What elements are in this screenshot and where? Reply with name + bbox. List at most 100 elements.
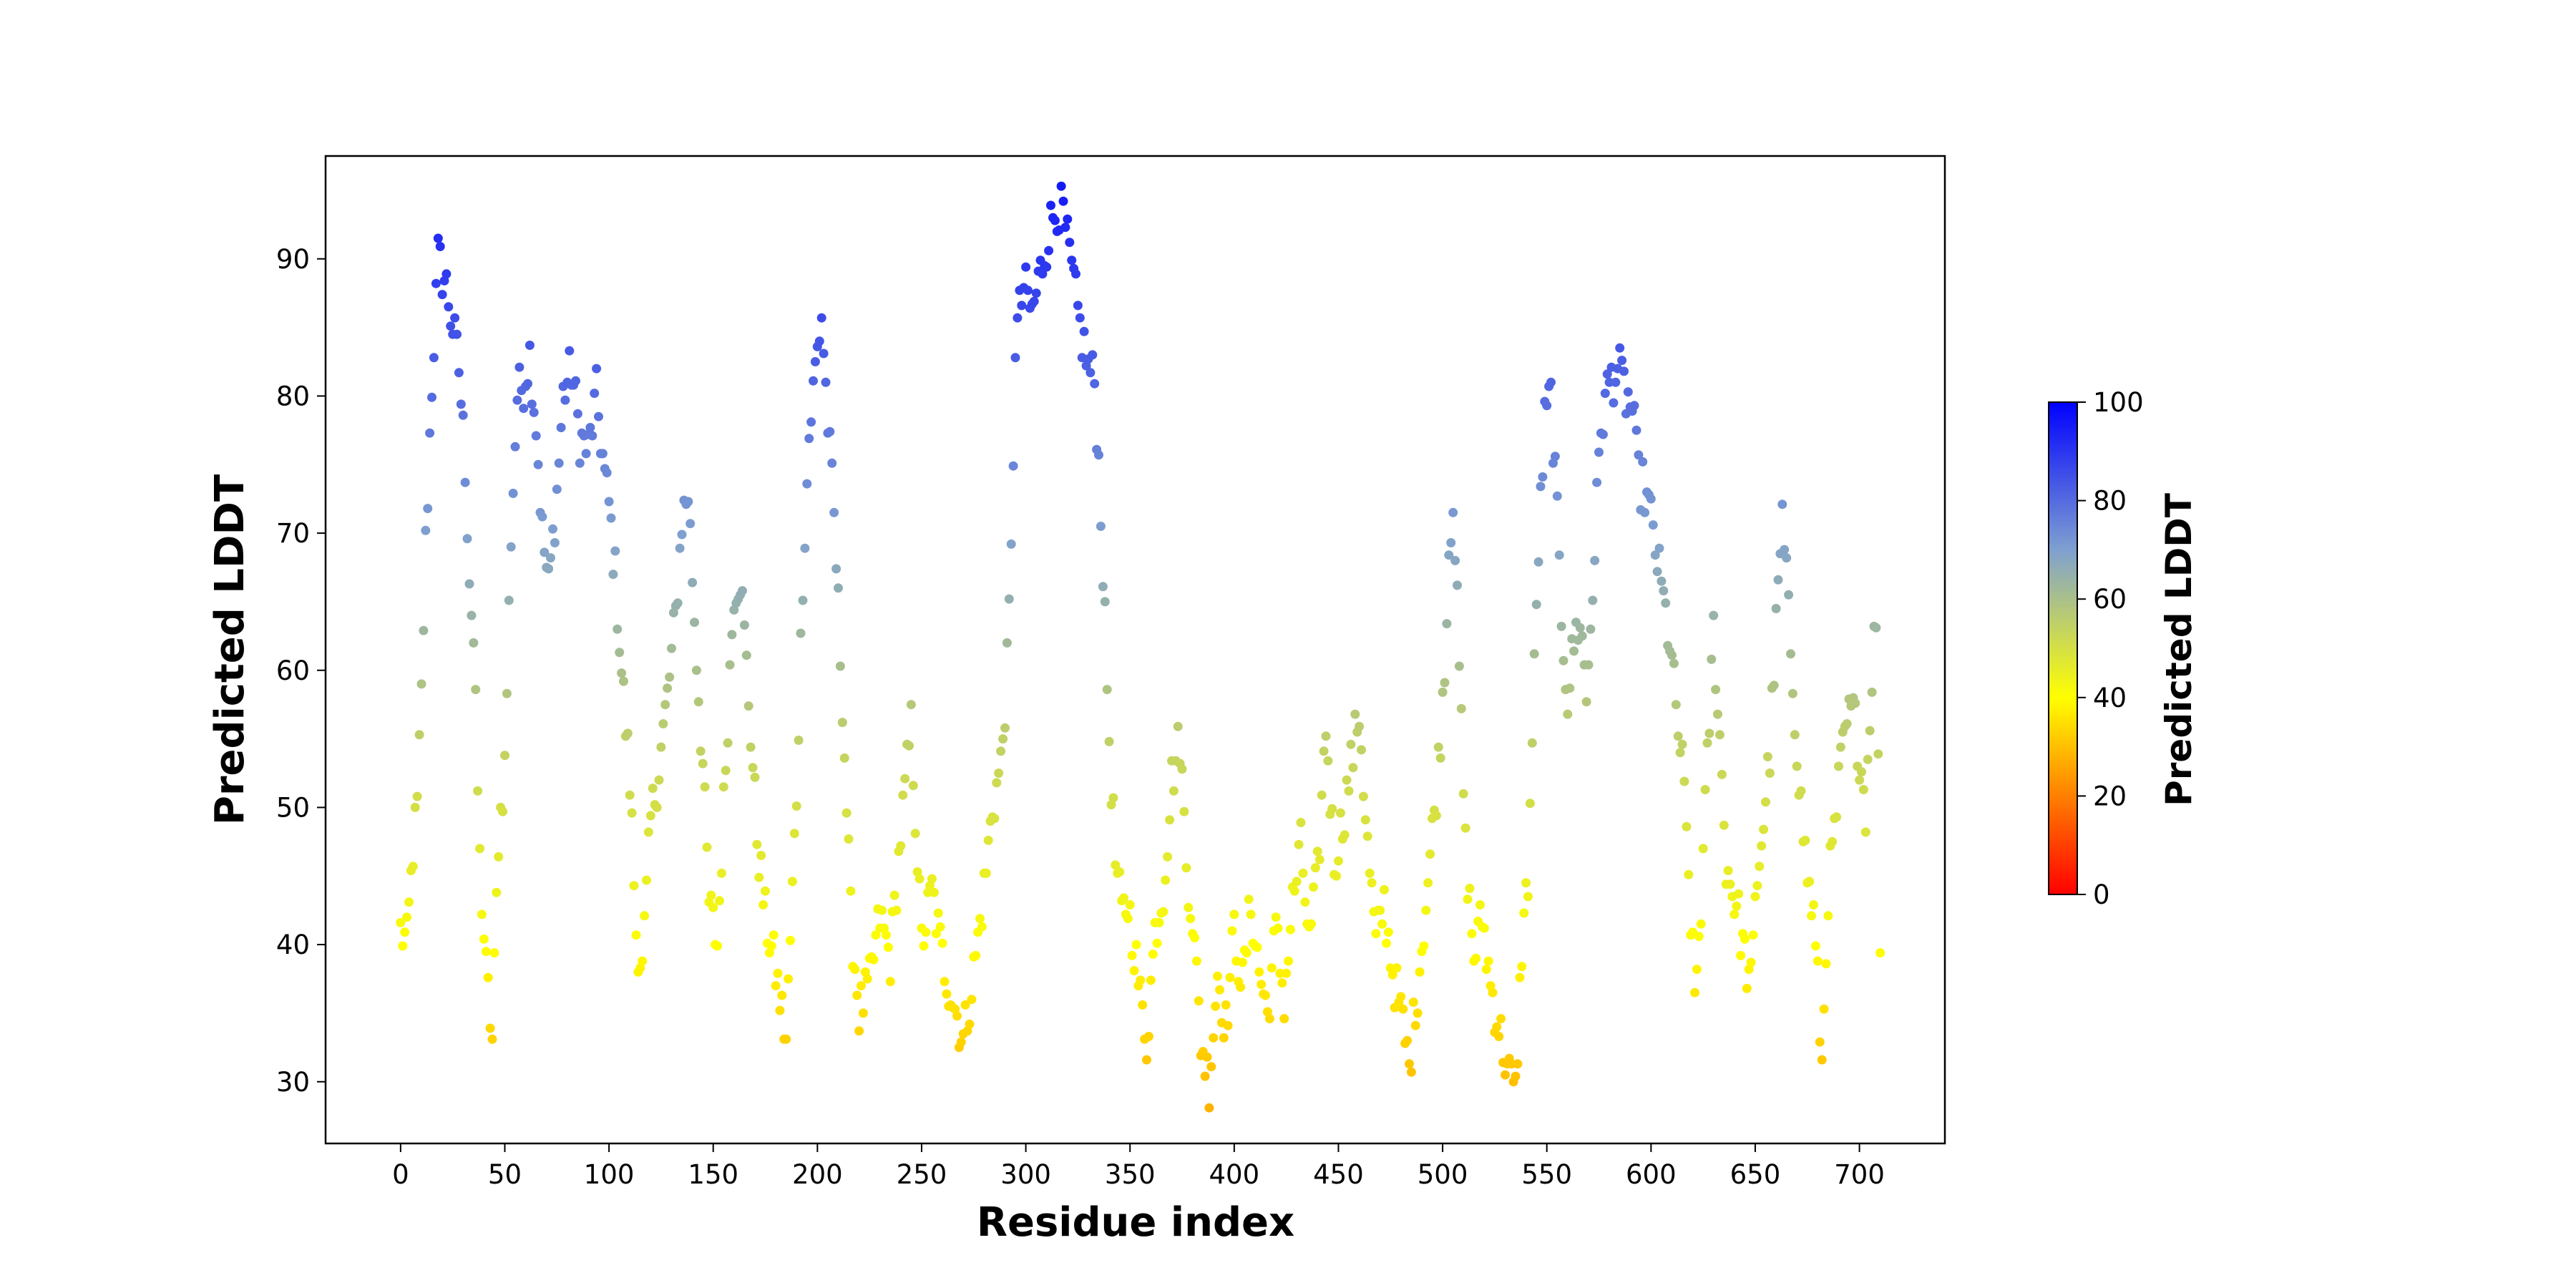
data-point	[1031, 288, 1041, 298]
data-point	[1515, 972, 1525, 982]
data-point	[1640, 507, 1650, 517]
data-point	[1088, 350, 1098, 360]
data-point	[1179, 806, 1189, 816]
data-point	[816, 313, 826, 323]
x-tick-label: 500	[1418, 1159, 1468, 1190]
data-point	[1800, 835, 1810, 845]
data-point	[1694, 932, 1704, 942]
data-point	[1771, 604, 1781, 613]
data-point	[693, 697, 703, 707]
data-point	[1282, 968, 1292, 978]
data-point	[1377, 919, 1387, 929]
data-point	[940, 977, 950, 987]
data-point	[625, 790, 635, 800]
data-point	[1146, 975, 1156, 985]
data-point	[1246, 909, 1256, 919]
data-point	[1202, 1052, 1212, 1062]
data-point	[469, 638, 479, 648]
data-point	[450, 313, 460, 323]
data-point	[1013, 313, 1023, 323]
data-point	[525, 341, 535, 350]
data-point	[858, 1008, 868, 1018]
data-point	[1194, 996, 1204, 1006]
data-point	[552, 484, 562, 494]
data-point	[1857, 767, 1866, 777]
data-point	[1058, 196, 1068, 206]
data-point	[1875, 948, 1885, 958]
data-point	[1513, 1059, 1523, 1069]
data-point	[906, 700, 916, 710]
data-point	[1273, 923, 1283, 933]
data-point	[1204, 1103, 1214, 1113]
data-point	[914, 874, 924, 884]
data-point	[1619, 366, 1629, 376]
data-point	[1152, 938, 1162, 948]
data-point	[1244, 894, 1254, 904]
data-point	[1481, 965, 1491, 975]
data-point	[1433, 742, 1443, 752]
data-point	[718, 782, 728, 792]
data-point	[565, 346, 575, 356]
data-point	[1584, 660, 1594, 670]
data-point	[1383, 927, 1393, 937]
data-point	[1671, 700, 1681, 710]
data-point	[791, 801, 801, 811]
data-point	[483, 972, 493, 982]
data-point	[1828, 836, 1838, 847]
data-point	[935, 922, 945, 932]
data-point	[998, 734, 1008, 744]
data-point	[1073, 301, 1083, 311]
data-point	[604, 497, 614, 507]
data-point	[754, 872, 764, 882]
data-point	[1277, 978, 1287, 988]
data-point	[1008, 461, 1018, 471]
data-point	[796, 628, 806, 638]
data-point	[1423, 878, 1433, 888]
colorbar-label: Predicted LDDT	[2158, 493, 2200, 806]
data-point	[546, 553, 555, 563]
data-point	[981, 868, 991, 878]
data-point	[1229, 909, 1239, 919]
data-point	[1746, 957, 1756, 967]
x-tick-label: 650	[1730, 1159, 1781, 1190]
data-point	[1215, 985, 1224, 995]
data-point	[975, 914, 985, 924]
data-point	[1600, 389, 1610, 399]
data-point	[1810, 941, 1820, 951]
data-point	[1119, 893, 1128, 903]
data-point	[1648, 520, 1658, 530]
data-point	[1659, 586, 1669, 596]
data-point	[1773, 575, 1783, 585]
data-point	[821, 377, 831, 387]
x-tick-label: 550	[1521, 1159, 1572, 1190]
x-tick-label: 200	[792, 1159, 843, 1190]
x-tick-label: 300	[1000, 1159, 1051, 1190]
data-point	[1463, 894, 1473, 904]
data-point	[431, 278, 441, 288]
data-point	[1782, 553, 1792, 563]
data-point	[1719, 820, 1729, 830]
data-point	[1692, 965, 1702, 975]
data-point	[1344, 786, 1354, 796]
data-point	[1755, 862, 1765, 872]
data-point	[1317, 790, 1327, 800]
data-point	[1629, 401, 1639, 411]
data-point	[419, 625, 429, 635]
data-point	[1138, 1000, 1148, 1010]
data-point	[548, 524, 557, 534]
data-point	[1154, 917, 1164, 927]
data-point	[1617, 356, 1627, 366]
data-point	[1236, 982, 1246, 992]
colorbar-ticks: 0 20 40 60 80 100	[2077, 387, 2144, 910]
data-point	[464, 579, 474, 589]
data-point	[489, 948, 499, 958]
data-point	[1319, 746, 1329, 756]
data-point	[1289, 886, 1299, 896]
data-point	[638, 956, 648, 966]
data-point	[1834, 761, 1843, 771]
data-point	[773, 968, 783, 978]
data-point	[643, 827, 653, 837]
data-point	[608, 570, 618, 580]
data-point	[396, 917, 406, 927]
